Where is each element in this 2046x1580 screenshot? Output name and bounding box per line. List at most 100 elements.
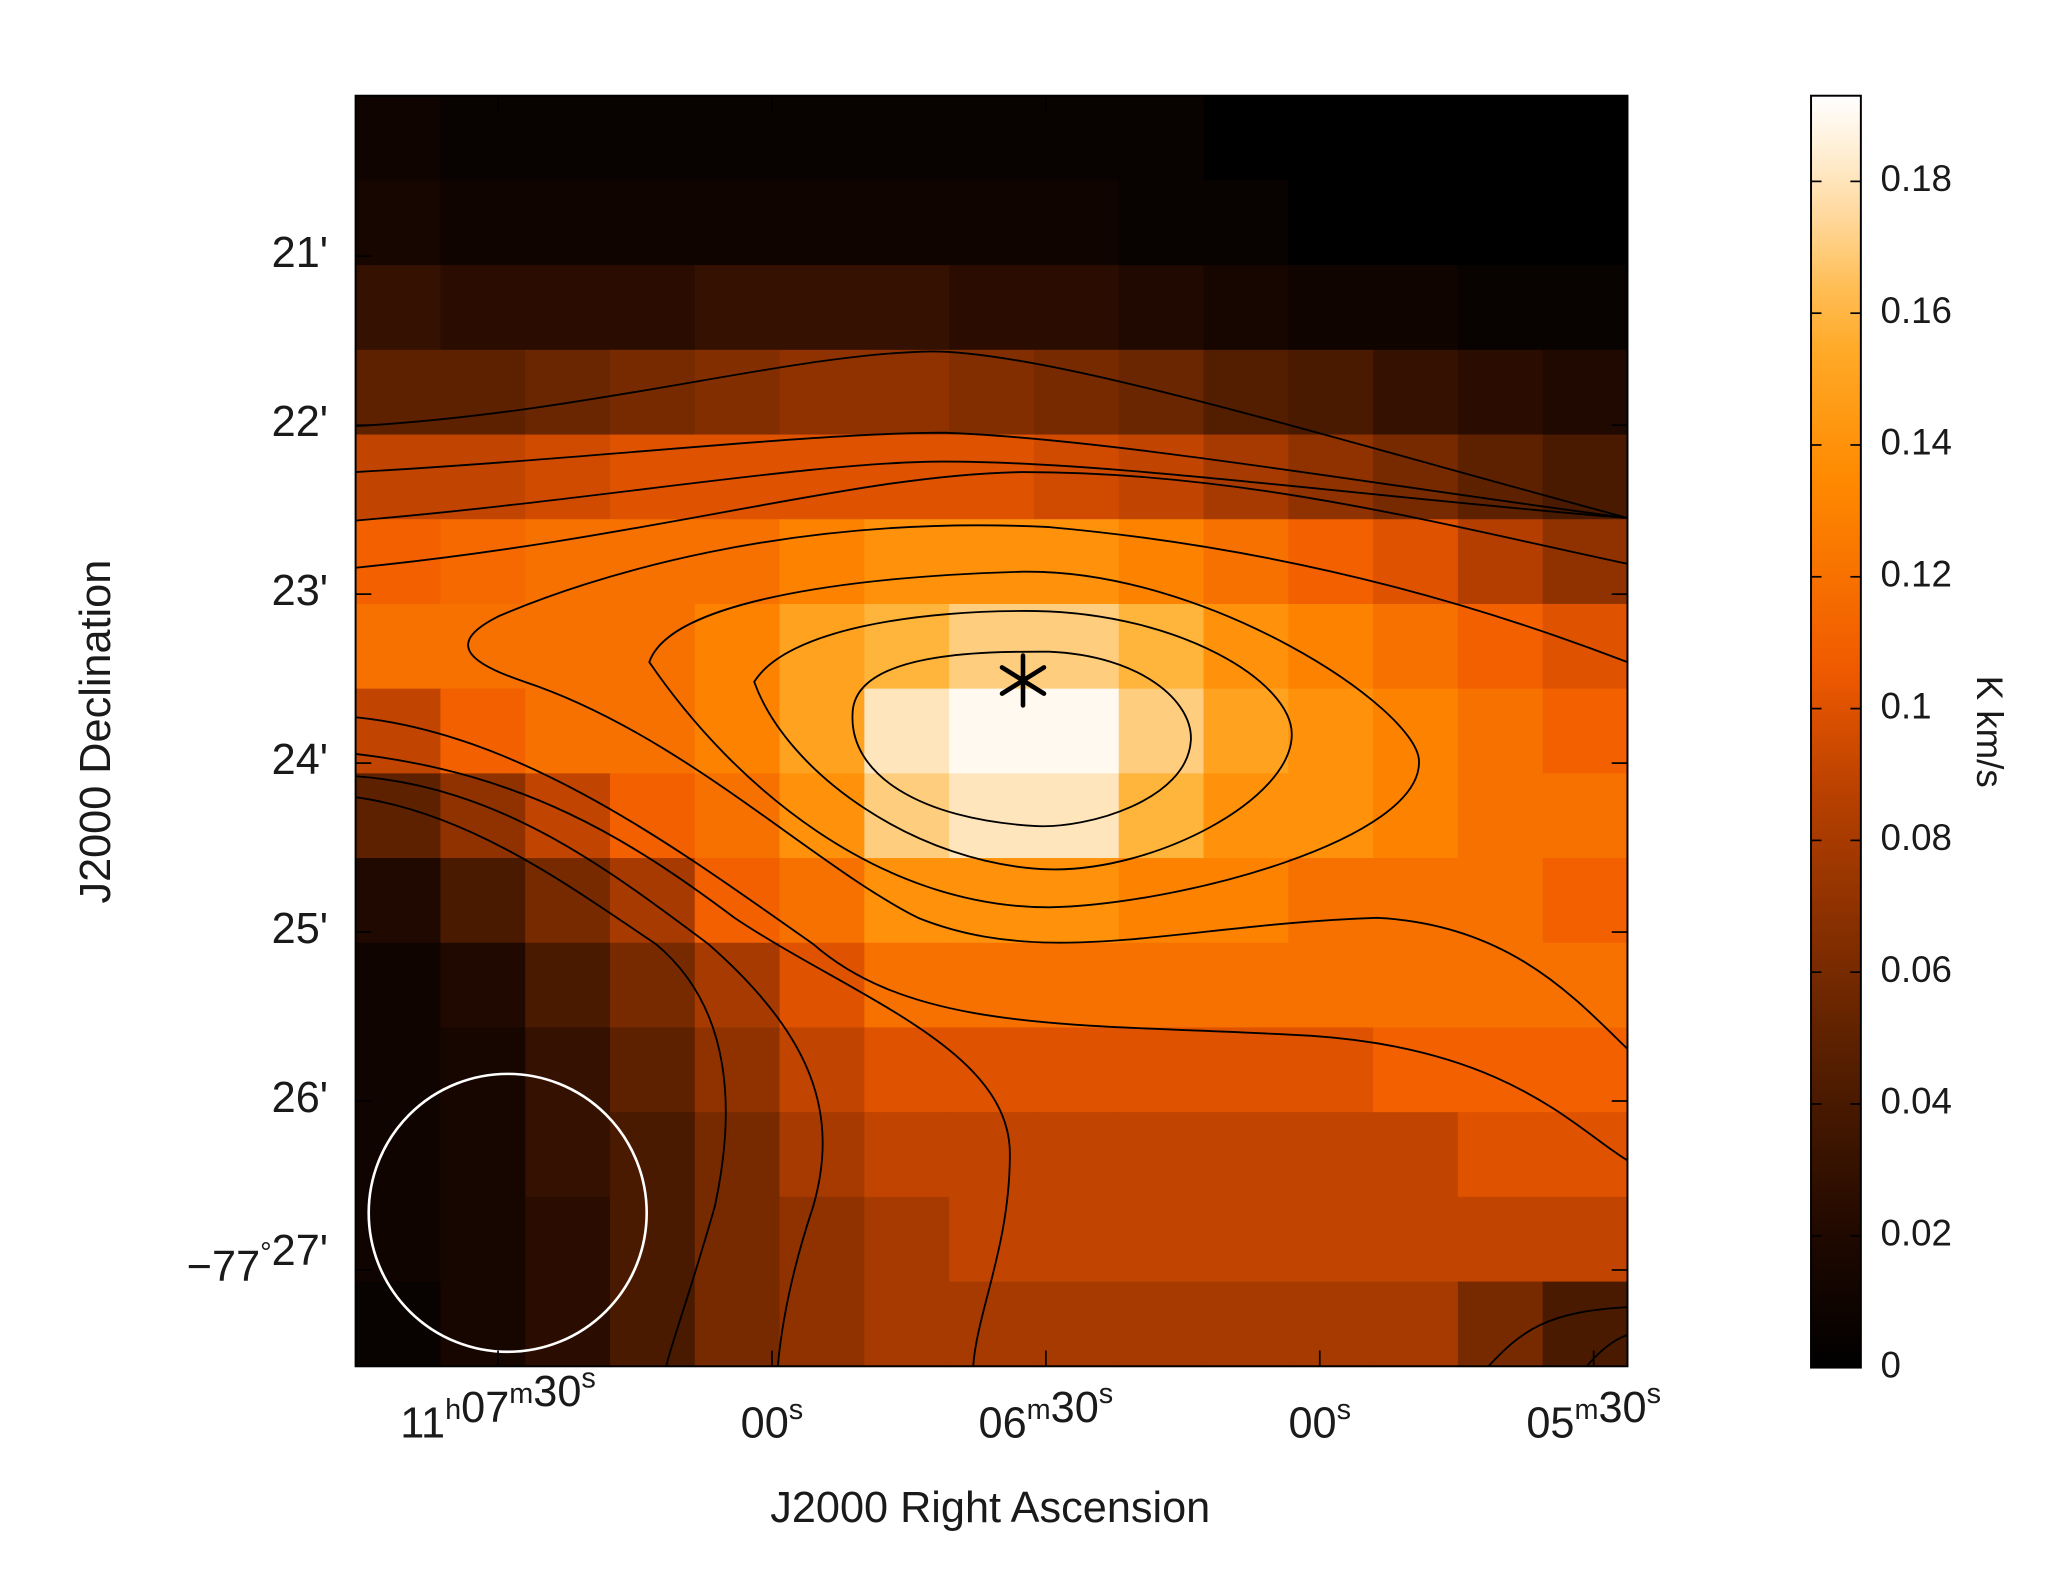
pixel	[1457, 858, 1544, 944]
pixel	[1288, 349, 1374, 436]
colorbar-tick-label: 0.08	[1881, 817, 1952, 858]
pixel	[1203, 1281, 1290, 1368]
contour	[1487, 1306, 1628, 1367]
pixel	[1373, 773, 1459, 859]
pixel	[694, 349, 781, 436]
pixel	[525, 1281, 611, 1368]
pixel	[525, 180, 611, 266]
pixel	[1288, 519, 1374, 605]
colorbar-tick-label: 0.18	[1881, 158, 1952, 199]
pixel	[949, 1112, 1035, 1198]
pixel	[864, 1281, 950, 1368]
pixel	[1542, 773, 1629, 859]
pixel	[1288, 1027, 1374, 1113]
contour	[355, 350, 1628, 519]
pixel	[1118, 95, 1205, 182]
pixel	[440, 942, 526, 1029]
contour	[355, 471, 1628, 569]
pixel	[1203, 773, 1290, 859]
pixel	[1203, 603, 1290, 690]
pixel	[1457, 95, 1544, 182]
pixel	[1118, 180, 1205, 266]
pixel	[440, 349, 526, 436]
pixel	[1033, 265, 1120, 351]
pixel	[1373, 95, 1459, 182]
pixel	[609, 603, 696, 690]
pixel	[949, 434, 1035, 521]
colorbar-title: K km/s	[1969, 676, 2010, 788]
x-tick-label: 00s	[741, 1393, 804, 1448]
pixel	[1457, 1112, 1544, 1198]
pixel	[1457, 265, 1544, 351]
contour	[851, 650, 1192, 828]
pixel	[609, 519, 696, 605]
pixel	[609, 349, 696, 436]
pixel	[864, 95, 950, 182]
pixel	[1542, 180, 1629, 266]
pixel	[1373, 265, 1459, 351]
pixel	[1033, 349, 1120, 436]
pixel	[525, 942, 611, 1029]
pixel	[1118, 1112, 1205, 1198]
pixel	[694, 180, 781, 266]
pixel	[1373, 942, 1459, 1029]
pixel	[609, 1196, 696, 1283]
contour	[648, 570, 1420, 909]
pixel	[1203, 265, 1290, 351]
pixel	[440, 519, 526, 605]
pixel	[1203, 1196, 1290, 1283]
pixel	[694, 519, 781, 605]
pixel	[1542, 95, 1629, 182]
pixel	[864, 519, 950, 605]
pixel	[1288, 1196, 1374, 1283]
pixel	[694, 1196, 781, 1283]
contour	[355, 796, 727, 1367]
pixel	[1373, 519, 1459, 605]
pixel	[609, 180, 696, 266]
pixel	[779, 858, 866, 944]
contour	[467, 524, 1629, 1050]
contour	[355, 775, 824, 1367]
colorbar-tick-label: 0.04	[1881, 1081, 1952, 1122]
pixel	[1373, 1027, 1459, 1113]
pixel	[1457, 180, 1544, 266]
pixel	[694, 942, 781, 1029]
pixel	[949, 1281, 1035, 1368]
contours	[355, 350, 1629, 1367]
pixel	[1118, 1281, 1205, 1368]
x-tick-label: 11h07m30s	[400, 1362, 596, 1448]
pixel	[1288, 180, 1374, 266]
pixel	[949, 349, 1035, 436]
pixel	[355, 95, 442, 182]
pixel	[864, 180, 950, 266]
pixel	[1288, 434, 1374, 521]
pixel	[355, 942, 442, 1029]
y-tick-label: 22'	[272, 399, 328, 447]
pixel	[779, 349, 866, 436]
pixel	[525, 349, 611, 436]
pixel	[440, 180, 526, 266]
contour	[355, 716, 1628, 1162]
pixel	[1373, 434, 1459, 521]
pixel	[1033, 858, 1120, 944]
x-tick-label: 00s	[1289, 1393, 1352, 1448]
pixel	[779, 1281, 866, 1368]
pixel	[525, 95, 611, 182]
pixel	[525, 773, 611, 859]
pixel	[1457, 942, 1544, 1029]
pixel	[1457, 519, 1544, 605]
pixel	[864, 688, 950, 775]
plot-frame	[354, 94, 1629, 1368]
pixel	[1203, 942, 1290, 1029]
pixel	[1542, 349, 1629, 436]
pixel	[694, 95, 781, 182]
pixel	[1118, 265, 1205, 351]
pixel	[1203, 688, 1290, 775]
pixel	[440, 773, 526, 859]
pixel	[864, 1112, 950, 1198]
pixel	[609, 858, 696, 944]
colorbar-tick-label: 0.06	[1881, 949, 1952, 990]
pixel	[864, 265, 950, 351]
pixel	[440, 1196, 526, 1283]
